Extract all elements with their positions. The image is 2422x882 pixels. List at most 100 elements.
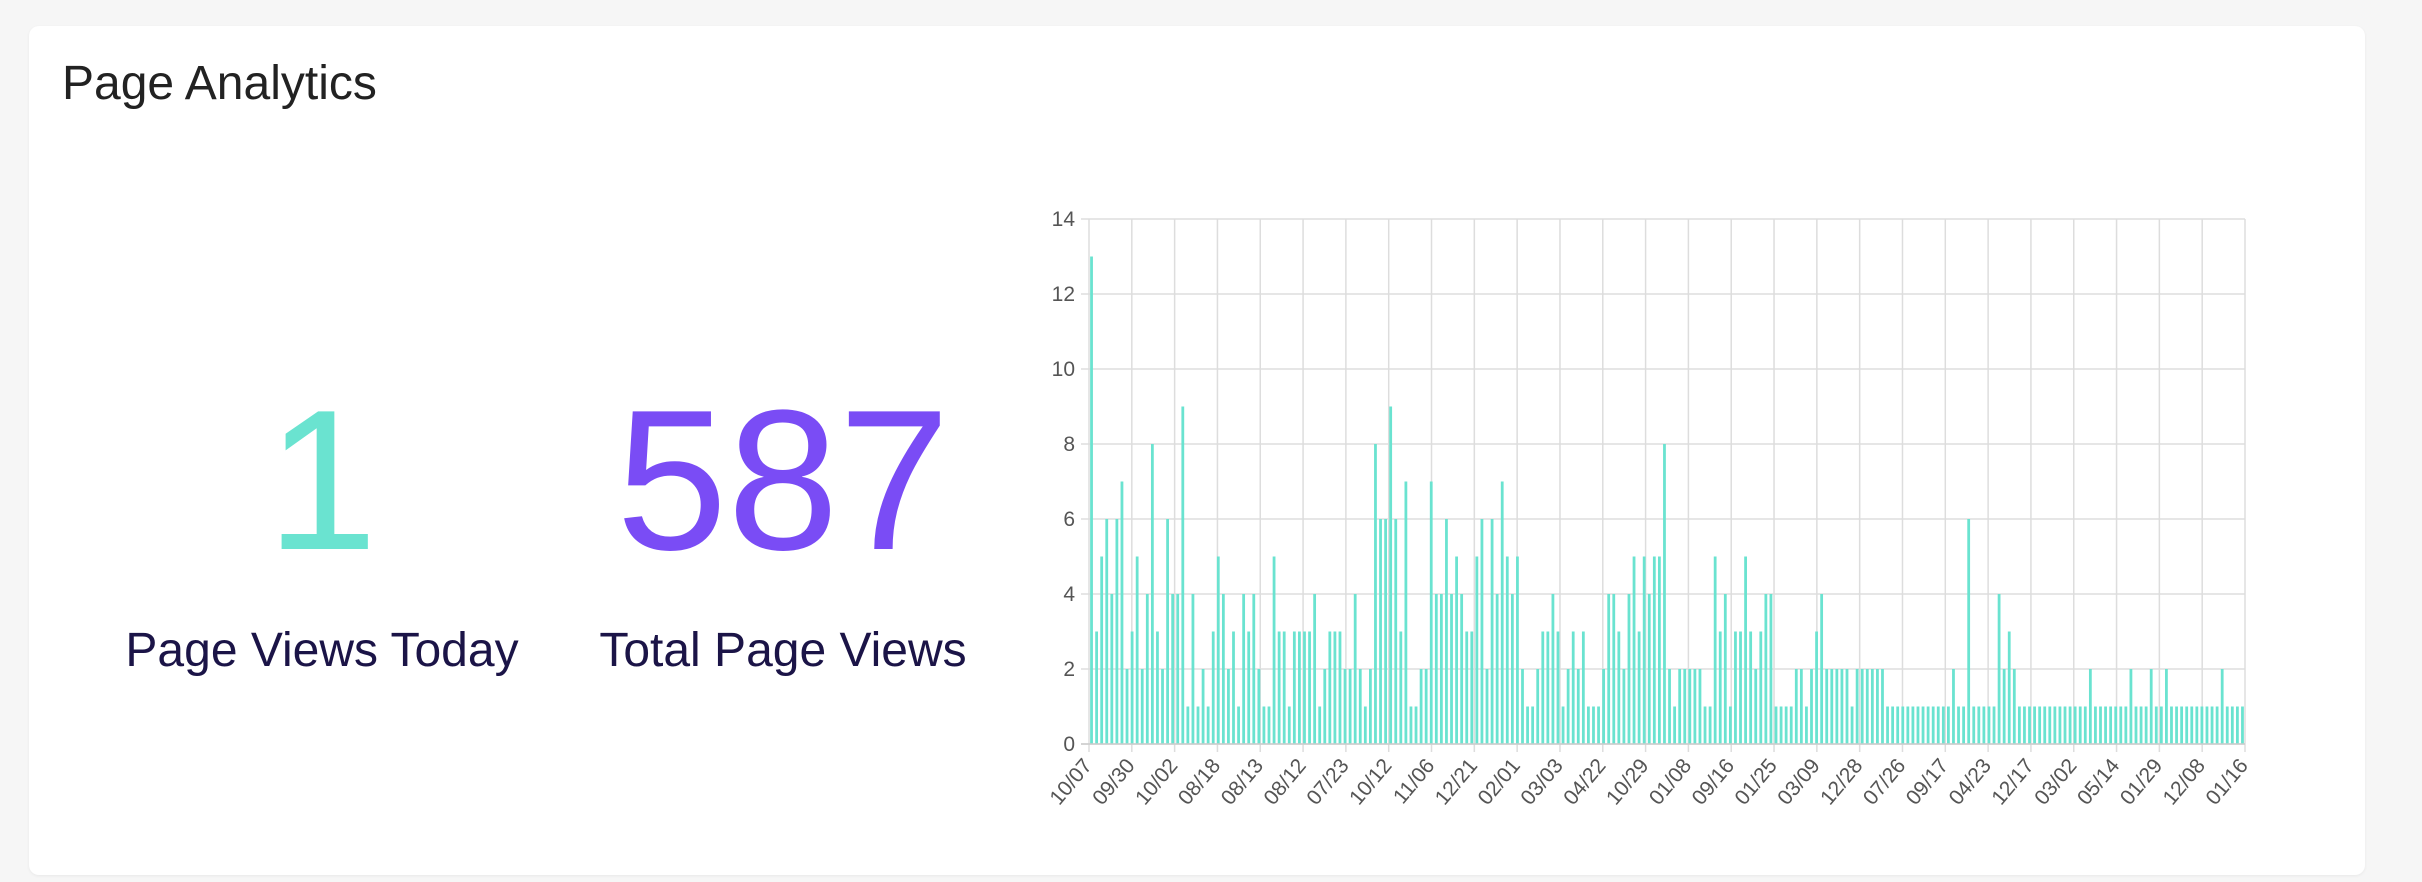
bar <box>2043 706 2047 744</box>
chart-bars <box>1090 256 2244 744</box>
bar <box>1191 594 1195 744</box>
bar <box>1318 706 1322 744</box>
bar <box>1216 556 1220 744</box>
bar <box>2124 706 2128 744</box>
bar <box>1100 556 1104 744</box>
bar <box>1805 706 1808 744</box>
bar <box>2215 706 2219 744</box>
bar <box>1176 594 1180 744</box>
bar <box>1429 481 1433 744</box>
bar <box>1815 631 1818 744</box>
total-page-views-value: 587 <box>616 369 950 592</box>
bar <box>1298 631 1301 744</box>
bar <box>2144 706 2148 744</box>
bar <box>1876 669 1879 744</box>
bar <box>2099 706 2102 744</box>
bar <box>2175 706 2178 744</box>
x-tick-label: 03/03 <box>1516 754 1567 809</box>
bar <box>1328 631 1332 744</box>
bar <box>1642 556 1646 744</box>
bar <box>1232 631 1235 744</box>
bar <box>1394 519 1398 744</box>
bar <box>2200 706 2204 744</box>
bar <box>2220 669 2224 744</box>
bar <box>2033 706 2036 744</box>
bar <box>1480 519 1484 744</box>
bar <box>1749 631 1753 744</box>
bar <box>1602 669 1606 744</box>
x-tick-label: 02/01 <box>1474 754 1525 809</box>
bar <box>1470 631 1474 744</box>
bar <box>2088 669 2092 744</box>
bar <box>1810 669 1813 744</box>
bar <box>1612 594 1616 744</box>
chart-grid <box>1081 218 2246 752</box>
y-axis-ticks: 0 2 4 6 8 10 12 14 <box>1052 208 1076 756</box>
bar <box>1774 706 1778 744</box>
x-tick-label: 08/18 <box>1174 754 1225 809</box>
bar <box>1277 631 1281 744</box>
bar <box>1379 519 1382 744</box>
page-analytics-card: Page Analytics 1 Page Views Today 587 To… <box>29 26 2365 875</box>
bar <box>1566 669 1570 744</box>
bar <box>1424 669 1428 744</box>
bar <box>2165 669 2168 744</box>
bar <box>2185 706 2189 744</box>
bar <box>1247 631 1251 744</box>
bar <box>1703 706 1707 744</box>
x-tick-label: 08/13 <box>1217 754 1268 809</box>
bar <box>1292 631 1296 744</box>
bar <box>1505 556 1509 744</box>
bar <box>1115 519 1119 744</box>
bar <box>1196 706 1200 744</box>
bar <box>2028 706 2031 744</box>
x-tick-label: 01/25 <box>1730 754 1781 809</box>
x-tick-label: 05/14 <box>2073 754 2125 809</box>
bar <box>1754 669 1758 744</box>
bar <box>1460 594 1464 744</box>
bar <box>1901 706 1905 744</box>
x-tick-label: 09/30 <box>1088 754 1139 809</box>
bar <box>1693 669 1697 744</box>
bar <box>1825 669 1829 744</box>
y-tick-label: 0 <box>1063 733 1075 756</box>
bar <box>1759 631 1763 744</box>
bar <box>1140 669 1144 744</box>
bar <box>1840 669 1844 744</box>
bar <box>1881 669 1884 744</box>
x-tick-label: 09/16 <box>1688 754 1739 809</box>
bar <box>1673 706 1676 744</box>
bar <box>2241 706 2244 744</box>
bar <box>1916 706 1920 744</box>
bar <box>1845 669 1849 744</box>
bar <box>1896 706 1900 744</box>
bar <box>2048 706 2052 744</box>
bar <box>1967 519 1971 744</box>
x-tick-label: 07/26 <box>1859 754 1910 809</box>
bar <box>1855 669 1859 744</box>
bar <box>1526 706 1529 744</box>
x-tick-label: 12/21 <box>1431 754 1482 809</box>
y-tick-label: 10 <box>1052 358 1075 381</box>
bar <box>1622 669 1626 744</box>
bar <box>1713 556 1717 744</box>
bar <box>1521 669 1524 744</box>
bar <box>1455 556 1458 744</box>
y-tick-label: 2 <box>1063 658 1075 681</box>
x-tick-label: 10/29 <box>1602 754 1653 809</box>
x-tick-label: 12/08 <box>2159 754 2210 809</box>
bar <box>1708 706 1712 744</box>
bar <box>2104 706 2107 744</box>
bar <box>1495 594 1499 744</box>
bar <box>1242 594 1246 744</box>
bar <box>1156 631 1159 744</box>
bar <box>1764 594 1768 744</box>
bar <box>1597 706 1600 744</box>
bar <box>1404 481 1408 744</box>
bar <box>1419 669 1423 744</box>
bar <box>1850 706 1854 744</box>
bar <box>2159 706 2163 744</box>
bar <box>1891 706 1895 744</box>
bar <box>1556 631 1560 744</box>
total-page-views-label: Total Page Views <box>599 624 967 677</box>
